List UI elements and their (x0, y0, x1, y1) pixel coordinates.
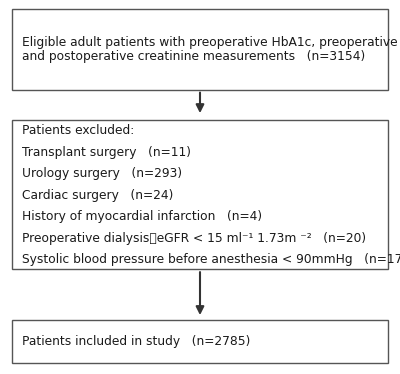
FancyBboxPatch shape (12, 320, 388, 363)
Text: Urology surgery   (n=293): Urology surgery (n=293) (22, 168, 182, 180)
Text: Preoperative dialysis、eGFR < 15 ml⁻¹ 1.73m ⁻²   (n=20): Preoperative dialysis、eGFR < 15 ml⁻¹ 1.7… (22, 232, 366, 245)
Text: Cardiac surgery   (n=24): Cardiac surgery (n=24) (22, 189, 173, 202)
Text: and postoperative creatinine measurements   (n=3154): and postoperative creatinine measurement… (22, 50, 365, 63)
Text: History of myocardial infarction   (n=4): History of myocardial infarction (n=4) (22, 211, 262, 223)
Text: Eligible adult patients with preoperative HbA1c, preoperative: Eligible adult patients with preoperativ… (22, 36, 398, 49)
Text: Patients excluded:: Patients excluded: (22, 125, 134, 137)
Text: Transplant surgery   (n=11): Transplant surgery (n=11) (22, 146, 191, 159)
FancyBboxPatch shape (12, 9, 388, 90)
FancyBboxPatch shape (12, 120, 388, 269)
Text: Patients included in study   (n=2785): Patients included in study (n=2785) (22, 335, 250, 348)
Text: Systolic blood pressure before anesthesia < 90mmHg   (n=17): Systolic blood pressure before anesthesi… (22, 254, 400, 266)
